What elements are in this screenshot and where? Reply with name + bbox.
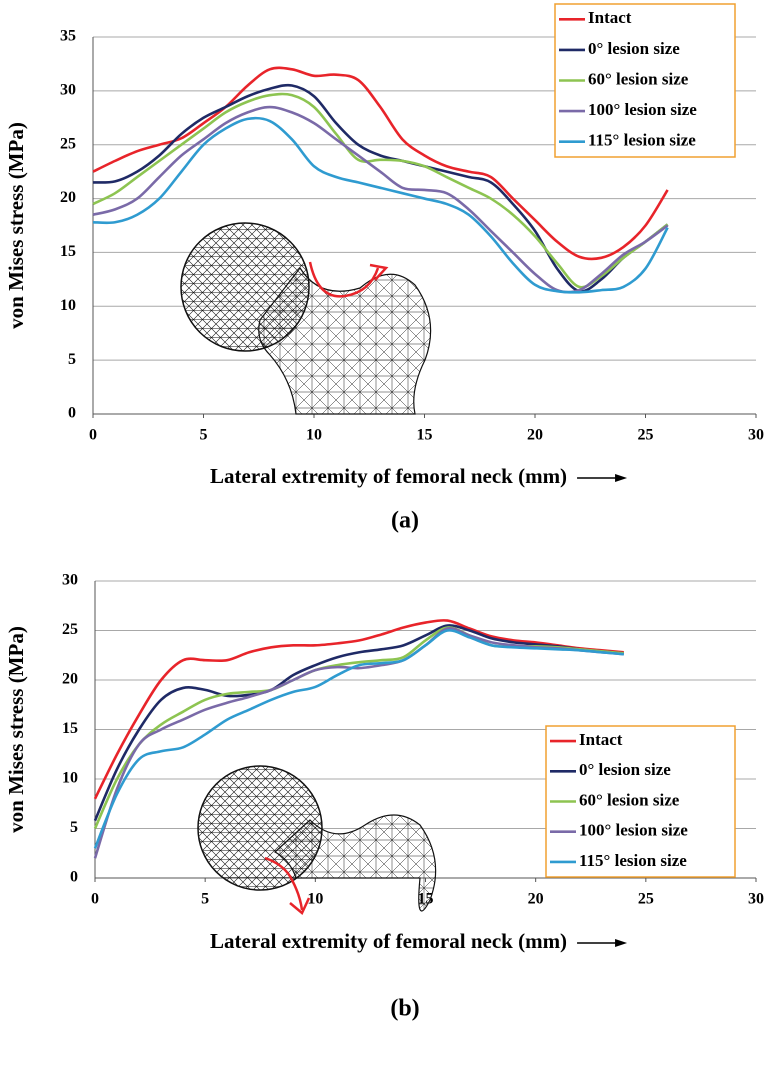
y-axis-title: von Mises stress (MPa) [4,626,28,833]
y-tick-label: 10 [62,770,78,787]
legend-label: 60° lesion size [588,69,689,88]
series-line [93,629,624,849]
x-tick-label: 15 [417,427,433,444]
y-tick-label: 0 [68,405,76,422]
series-line [92,66,669,261]
x-axis-title: Lateral extremity of femoral neck (mm) [210,464,567,488]
y-tick-label: 35 [60,28,76,45]
legend-label: 115° lesion size [588,131,696,150]
y-tick-label: 20 [62,671,78,688]
legend-label: 100° lesion size [588,100,697,119]
legend-label: 100° lesion size [579,821,688,840]
legend-label: 0° lesion size [579,760,671,779]
panel-label: (a) [391,508,419,534]
legend-box [545,725,736,878]
x-tick-label: 0 [89,427,97,444]
series-line [93,624,624,822]
panel-label: (b) [390,996,419,1022]
y-tick-label: 30 [62,572,78,589]
legend-label: 115° lesion size [579,851,687,870]
femur-illustration-a [180,222,432,415]
x-tick-label: 25 [638,427,654,444]
x-tick-label: 30 [748,891,764,908]
series-line [92,116,669,294]
axis-arrow-head [615,939,628,947]
series-line [93,619,624,800]
x-tick-label: 10 [306,427,322,444]
panel-b: 051015202530051015202530von Mises stress… [4,572,764,1022]
x-axis-title: Lateral extremity of femoral neck (mm) [210,929,567,953]
panel-a: 0 5 10 15 20 25 30 35 0 5 10 15 20 25 30 von Mises stre… [4,3,764,534]
femur-illustration-b [197,765,437,915]
x-tick-label: 20 [527,427,543,444]
y-tick-label: 25 [62,621,78,638]
y-tick-label: 5 [68,351,76,368]
legend-label: 0° lesion size [588,39,680,58]
y-axis-title: von Mises stress (MPa) [4,122,28,329]
y-tick-label: 25 [60,135,76,152]
y-tick-label: 15 [60,243,76,260]
y-tick-label: 10 [60,297,76,314]
axis-arrow-head [615,474,628,482]
series-line [93,626,624,830]
legend-label: Intact [588,8,632,27]
x-tick-label: 0 [91,891,99,908]
x-tick-label: 20 [528,891,544,908]
series-line [92,92,669,289]
y-tick-label: 15 [62,720,78,737]
x-tick-label: 25 [638,891,654,908]
y-tick-label: 30 [60,82,76,99]
x-tick-label: 5 [200,427,208,444]
y-tick-label: 20 [60,189,76,206]
y-tick-label: 0 [70,869,78,886]
legend-label: 60° lesion size [579,790,680,809]
legend-label: Intact [579,730,623,749]
y-tick-label: 5 [70,819,78,836]
x-tick-label: 5 [201,891,209,908]
series-line [92,83,669,293]
x-tick-label: 10 [307,891,323,908]
x-tick-label: 30 [748,427,764,444]
